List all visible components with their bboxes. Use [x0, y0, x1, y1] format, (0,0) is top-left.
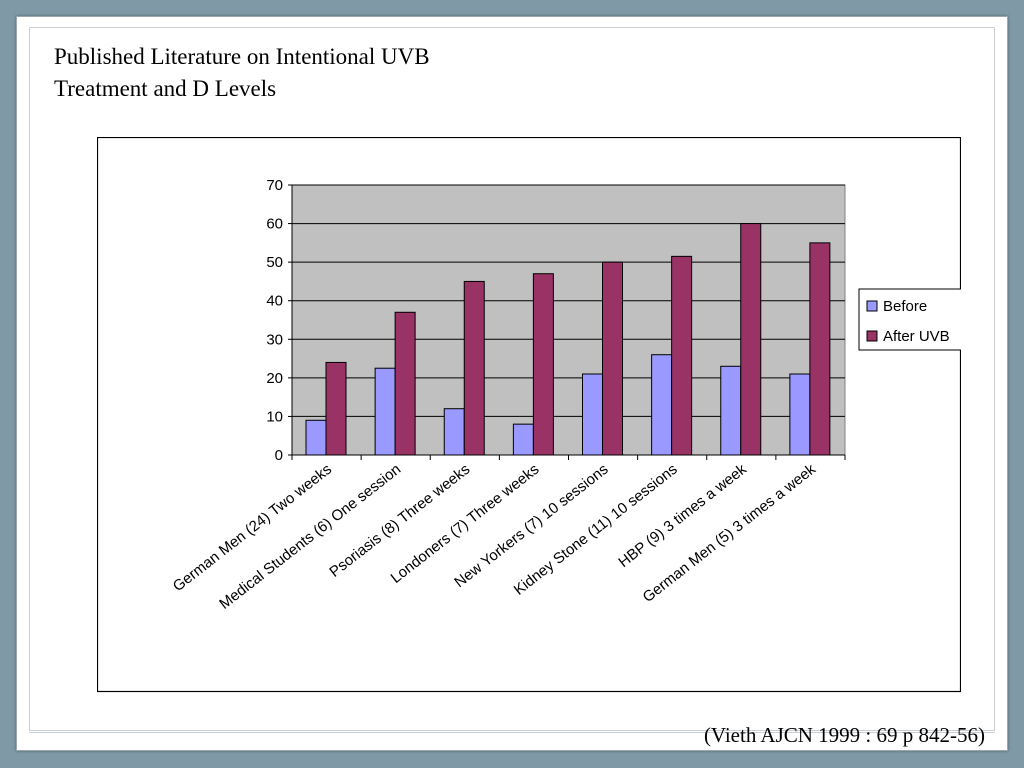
- bar-before-2: [374, 367, 396, 456]
- slide: Published Literature on Intentional UVB …: [16, 16, 1008, 751]
- bar-before-7: [720, 365, 742, 456]
- bar-before-6: [651, 354, 673, 456]
- legend-label-before: Before: [883, 298, 927, 315]
- footer-divider: [29, 732, 995, 733]
- bar-after-1: [325, 361, 347, 456]
- bar-before-4: [512, 423, 534, 456]
- bar-before-5: [582, 373, 603, 456]
- bar-after-6: [671, 255, 693, 456]
- y-tick-label: 10: [266, 408, 283, 425]
- legend-swatch-before: [866, 300, 878, 312]
- bar-before-1: [305, 419, 327, 456]
- bar-after-5: [602, 261, 623, 456]
- y-tick-label: 70: [266, 177, 283, 194]
- bar-before-3: [443, 408, 465, 456]
- legend-swatch-after-uvb: [866, 330, 878, 342]
- y-tick-label: 30: [266, 331, 283, 348]
- bar-after-8: [809, 242, 831, 456]
- y-tick-label: 0: [275, 447, 283, 464]
- bar-after-7: [740, 223, 762, 456]
- bar-after-4: [532, 273, 554, 456]
- legend-label-after-uvb: After UVB: [883, 328, 950, 345]
- slide-title-line-1: Published Literature on Intentional UVB: [54, 44, 430, 69]
- y-tick-label: 50: [266, 254, 283, 271]
- y-tick-label: 60: [266, 216, 283, 233]
- y-tick-label: 20: [266, 370, 283, 387]
- bar-before-8: [789, 373, 811, 456]
- slide-title-line-2: Treatment and D Levels: [54, 76, 277, 101]
- slide-title: Published Literature on Intentional UVB …: [54, 41, 430, 105]
- citation: (Vieth AJCN 1999 : 69 p 842-56): [703, 723, 985, 747]
- bar-after-3: [463, 280, 485, 456]
- slide-frame: [29, 27, 995, 731]
- bar-after-2: [394, 311, 416, 456]
- y-tick-label: 40: [266, 293, 283, 310]
